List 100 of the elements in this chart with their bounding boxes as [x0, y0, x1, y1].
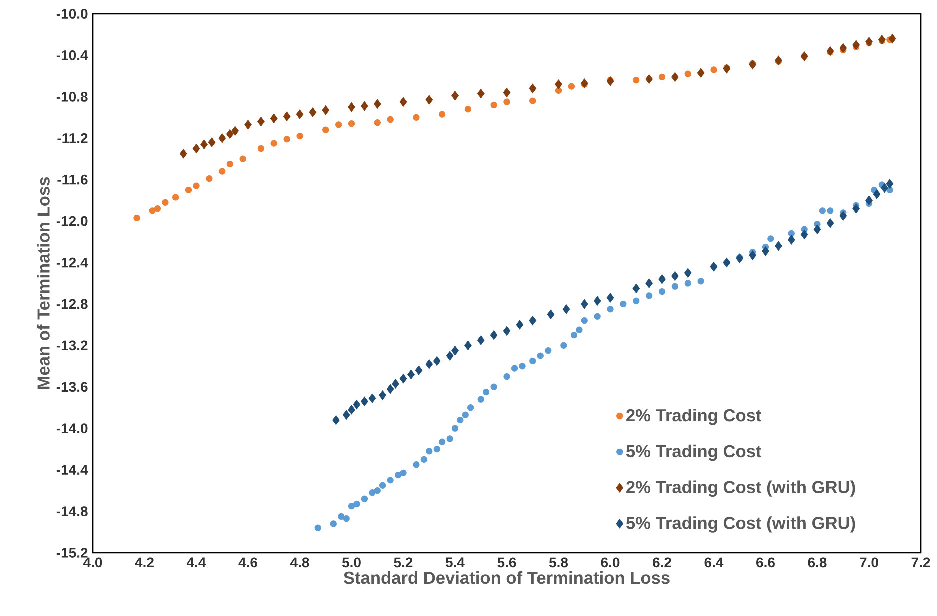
point	[736, 254, 744, 264]
point	[332, 416, 340, 426]
point	[413, 114, 420, 121]
point	[342, 410, 350, 420]
point	[415, 366, 423, 376]
point	[710, 66, 718, 74]
point	[270, 140, 278, 147]
point	[134, 214, 140, 222]
point	[400, 97, 408, 107]
y-tick-label: -10.4	[56, 50, 88, 60]
y-axis-title: Mean of Termination Loss	[37, 177, 50, 390]
point	[270, 114, 278, 124]
x-tick-label: 5.4	[446, 558, 465, 568]
point	[697, 68, 705, 78]
point	[361, 101, 368, 112]
point	[185, 186, 192, 194]
x-tick-label: 4.2	[135, 558, 154, 568]
point	[433, 356, 441, 366]
point	[888, 34, 896, 44]
y-tick-label: -12.0	[56, 216, 88, 226]
point	[788, 235, 796, 245]
point	[826, 46, 834, 56]
point	[555, 80, 562, 90]
point	[172, 194, 180, 201]
y-tick-label: -11.6	[58, 174, 88, 185]
point	[658, 274, 666, 284]
point	[529, 84, 537, 94]
point	[646, 278, 653, 288]
x-tick-label: 4.4	[186, 558, 206, 568]
point	[149, 208, 156, 214]
point	[490, 330, 498, 340]
x-tick-label: 7.2	[912, 558, 930, 568]
y-tick-label: -14.4	[56, 465, 88, 475]
point	[646, 74, 653, 84]
y-tick-label: -13.2	[56, 340, 88, 351]
point	[180, 149, 188, 159]
point	[283, 112, 291, 122]
point	[529, 316, 537, 326]
x-tick-label: 6.0	[601, 558, 620, 568]
point	[154, 206, 162, 212]
point	[503, 88, 511, 98]
point	[633, 76, 640, 84]
point	[309, 108, 317, 118]
x-tick-label: 6.4	[704, 558, 724, 568]
point	[452, 346, 459, 356]
point	[516, 320, 524, 330]
point	[684, 70, 692, 78]
x-tick-label: 4.6	[238, 558, 258, 568]
point	[658, 74, 666, 81]
point	[348, 102, 356, 112]
x-tick-label: 4.0	[83, 558, 102, 568]
point	[530, 98, 536, 104]
point	[606, 293, 614, 303]
point	[672, 271, 679, 282]
y-tick-label: -12.4	[56, 258, 88, 268]
y-tick-label: -10.8	[56, 92, 88, 102]
point	[218, 134, 226, 144]
point	[226, 160, 234, 168]
point	[504, 98, 510, 106]
x-tick-label: 5.8	[549, 558, 568, 568]
point	[749, 60, 756, 70]
point	[568, 83, 576, 90]
x-axis-title: Standard Deviation of Termination Loss	[344, 571, 670, 584]
point	[775, 241, 782, 251]
legend-label: 2% Trading Cost (with GRU)	[626, 480, 856, 498]
point	[206, 175, 213, 182]
point	[392, 379, 400, 389]
point	[368, 394, 376, 404]
point	[886, 179, 894, 189]
point	[322, 106, 330, 116]
point	[322, 126, 330, 134]
point	[840, 211, 848, 221]
point	[426, 360, 434, 370]
point	[826, 218, 834, 228]
point	[387, 116, 394, 124]
x-tick-label: 6.2	[653, 558, 672, 568]
point	[490, 102, 498, 109]
point	[219, 168, 226, 175]
y-tick-label: -13.6	[56, 382, 88, 392]
point	[762, 246, 770, 256]
point	[400, 374, 408, 384]
point	[284, 136, 290, 143]
point	[580, 299, 588, 310]
point	[878, 35, 886, 45]
y-tick-label: -14.0	[56, 424, 88, 434]
legend-label: 5% Trading Cost	[626, 444, 762, 462]
point	[361, 396, 368, 406]
point	[452, 91, 459, 101]
legend-label: 5% Trading Cost (with GRU)	[626, 516, 856, 533]
x-tick-label: 6.8	[808, 558, 827, 568]
x-tick-label: 5.2	[394, 558, 413, 568]
point	[800, 230, 808, 240]
point	[881, 183, 888, 193]
point	[426, 95, 434, 105]
point	[547, 310, 555, 320]
point	[208, 138, 216, 148]
point	[353, 400, 361, 410]
point	[749, 250, 756, 260]
x-tick-label: 4.8	[290, 558, 310, 568]
x-tick-label: 7.0	[860, 558, 878, 568]
